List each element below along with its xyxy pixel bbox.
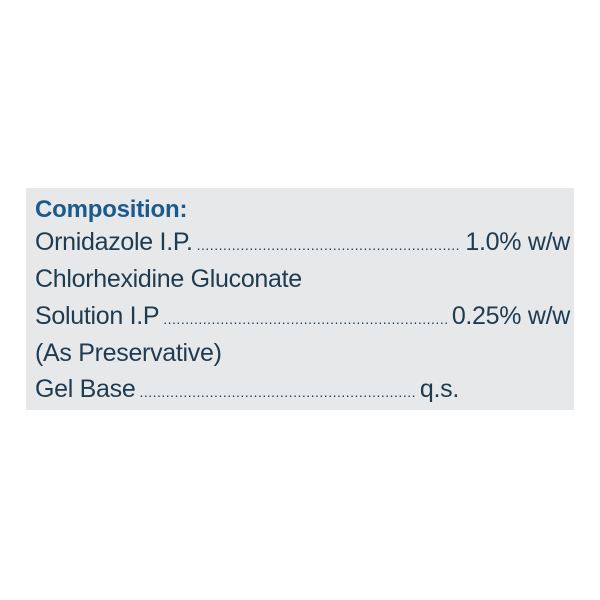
ingredient-note: (As Preservative) <box>35 339 222 371</box>
ingredient-row: Ornidazole I.P. 1.0% w/w <box>35 228 570 260</box>
composition-heading: Composition: <box>35 196 188 223</box>
ingredient-value: 1.0% w/w <box>465 228 570 256</box>
ingredient-value: 0.25% w/w <box>451 302 570 330</box>
dot-leader <box>197 237 462 253</box>
ingredient-label: (As Preservative) <box>35 339 222 367</box>
ingredient-label: Chlorhexidine Gluconate <box>35 265 302 293</box>
dot-leader <box>139 384 415 400</box>
ingredient-row: Chlorhexidine Gluconate <box>35 265 302 297</box>
composition-panel: Composition: Ornidazole I.P. 1.0% w/w Ch… <box>26 188 574 410</box>
ingredient-row: Solution I.P 0.25% w/w <box>35 302 570 334</box>
dot-leader <box>163 311 448 327</box>
ingredient-label: Gel Base <box>35 375 136 403</box>
ingredient-row: Gel Base q.s. <box>35 375 459 407</box>
ingredient-value: q.s. <box>419 375 459 403</box>
ingredient-label: Solution I.P <box>35 302 160 330</box>
ingredient-label: Ornidazole I.P. <box>35 228 193 256</box>
